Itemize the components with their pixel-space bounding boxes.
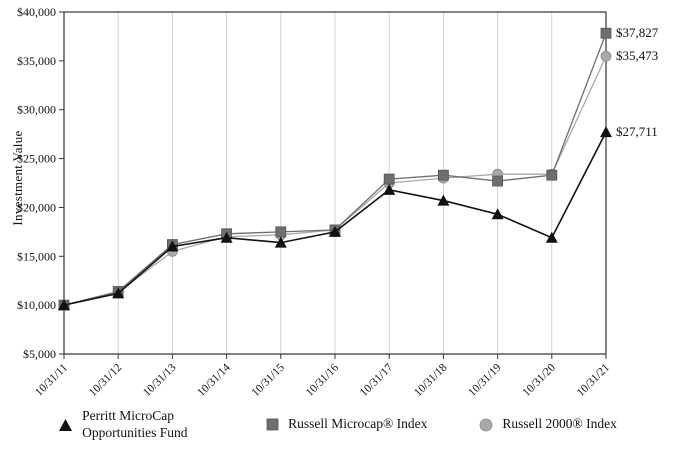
x-axis: 10/31/11 10/31/12 10/31/13 10/31/14 10/31/15…	[33, 354, 612, 399]
x-tick-label: 10/31/17	[358, 361, 396, 399]
y-tick-label: $20,000	[17, 200, 56, 214]
legend-item-perritt-fund: Perritt MicroCap Opportunities Fund	[58, 408, 214, 442]
end-value-label: $35,473	[616, 48, 658, 63]
legend-item-russell-microcap: Russell Microcap® Index	[266, 416, 427, 433]
x-tick-label: 10/31/13	[141, 361, 179, 399]
chart-legend: Perritt MicroCap Opportunities Fund Russ…	[0, 408, 675, 442]
gridlines	[63, 12, 607, 354]
y-tick-label: $25,000	[17, 152, 56, 166]
triangle-marker-icon	[59, 418, 73, 431]
y-tick-label: $5,000	[23, 347, 56, 361]
legend-label-russell-microcap: Russell Microcap® Index	[288, 416, 428, 432]
circle-marker-icon	[479, 418, 493, 432]
x-tick-label: 10/31/11	[33, 361, 70, 398]
y-axis: $5,000 $10,000 $15,000 $20,000 $25,000 $30,00…	[17, 5, 64, 361]
y-tick-label: $30,000	[17, 103, 56, 117]
x-tick-label: 10/31/12	[87, 361, 125, 399]
x-tick-label: 10/31/18	[412, 361, 450, 399]
y-tick-label: $40,000	[17, 5, 56, 19]
square-marker-icon	[266, 418, 279, 431]
legend-label-perritt-fund: Perritt MicroCap Opportunities Fund	[82, 408, 188, 440]
end-value-label: $37,827	[616, 25, 659, 40]
end-value-label: $27,711	[616, 124, 658, 139]
x-tick-label: 10/31/15	[250, 361, 288, 399]
legend-label-russell-2000: Russell 2000® Index	[502, 416, 617, 432]
x-tick-label: 10/31/21	[575, 361, 613, 399]
y-axis-title: Investment Value	[10, 130, 25, 226]
x-tick-label: 10/31/16	[304, 361, 342, 399]
series-circle: $35,473	[58, 48, 658, 311]
y-tick-label: $10,000	[17, 298, 56, 312]
x-tick-label: 10/31/14	[195, 361, 233, 399]
x-tick-label: 10/31/19	[466, 361, 504, 399]
y-tick-label: $35,000	[17, 54, 56, 68]
legend-item-russell-2000: Russell 2000® Index	[479, 416, 617, 433]
series-triangle: $27,711	[58, 124, 658, 311]
x-tick-label: 10/31/20	[521, 361, 559, 399]
y-tick-label: $15,000	[17, 249, 56, 263]
